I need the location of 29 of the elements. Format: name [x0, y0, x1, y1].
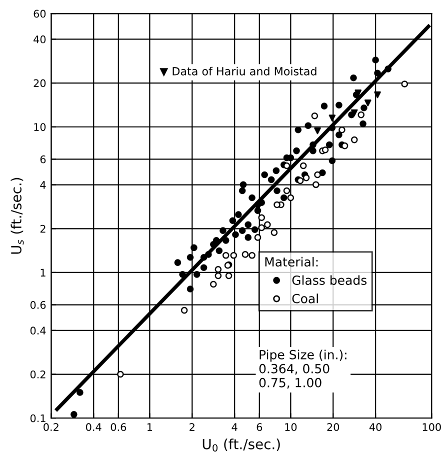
y-tick-label: 1 — [40, 268, 46, 276]
y-tick-label: 0.6 — [30, 301, 46, 309]
x-tick-label: 40 — [369, 423, 382, 432]
x-axis-title: U$_{0}$ (ft./sec.) — [202, 438, 280, 452]
legend-title: Material: — [265, 256, 318, 267]
y-tick-label: 4 — [40, 181, 46, 189]
y-tick-label: 0.1 — [30, 414, 46, 422]
x-tick-label: 1 — [148, 423, 152, 431]
legend-label: Coal — [292, 294, 318, 304]
y-tick-label: 40 — [34, 35, 46, 44]
annotation: Pipe Size (in.): 0.364, 0.50 0.75, 1.00 — [259, 350, 346, 389]
y-tick-label: 20 — [34, 79, 46, 88]
x-tick-label: 100 — [422, 423, 441, 432]
y-tick-label: 2 — [40, 224, 46, 233]
x-tick-label: 6 — [256, 423, 262, 432]
x-tick-label: 2 — [190, 423, 194, 431]
x-tick-label: 20 — [327, 423, 340, 432]
legend-label: Glass beads — [292, 275, 367, 285]
y-axis-title: U$_{s}$ (ft./sec.) — [10, 178, 24, 254]
x-tick-label: 4 — [232, 423, 238, 431]
y-tick-label: 6 — [40, 155, 46, 164]
y-tick-label: 0.4 — [30, 326, 46, 335]
y-tick-label: 10 — [34, 123, 46, 131]
x-tick-label: 10 — [285, 423, 297, 432]
x-tick-label: 0.4 — [86, 423, 102, 432]
y-tick-label: 60 — [34, 10, 46, 18]
x-tick-label: 0.6 — [110, 423, 126, 432]
y-tick-label: 0.2 — [30, 370, 46, 378]
annotation: ▼ Data of Hariu and Moistad — [160, 66, 316, 77]
